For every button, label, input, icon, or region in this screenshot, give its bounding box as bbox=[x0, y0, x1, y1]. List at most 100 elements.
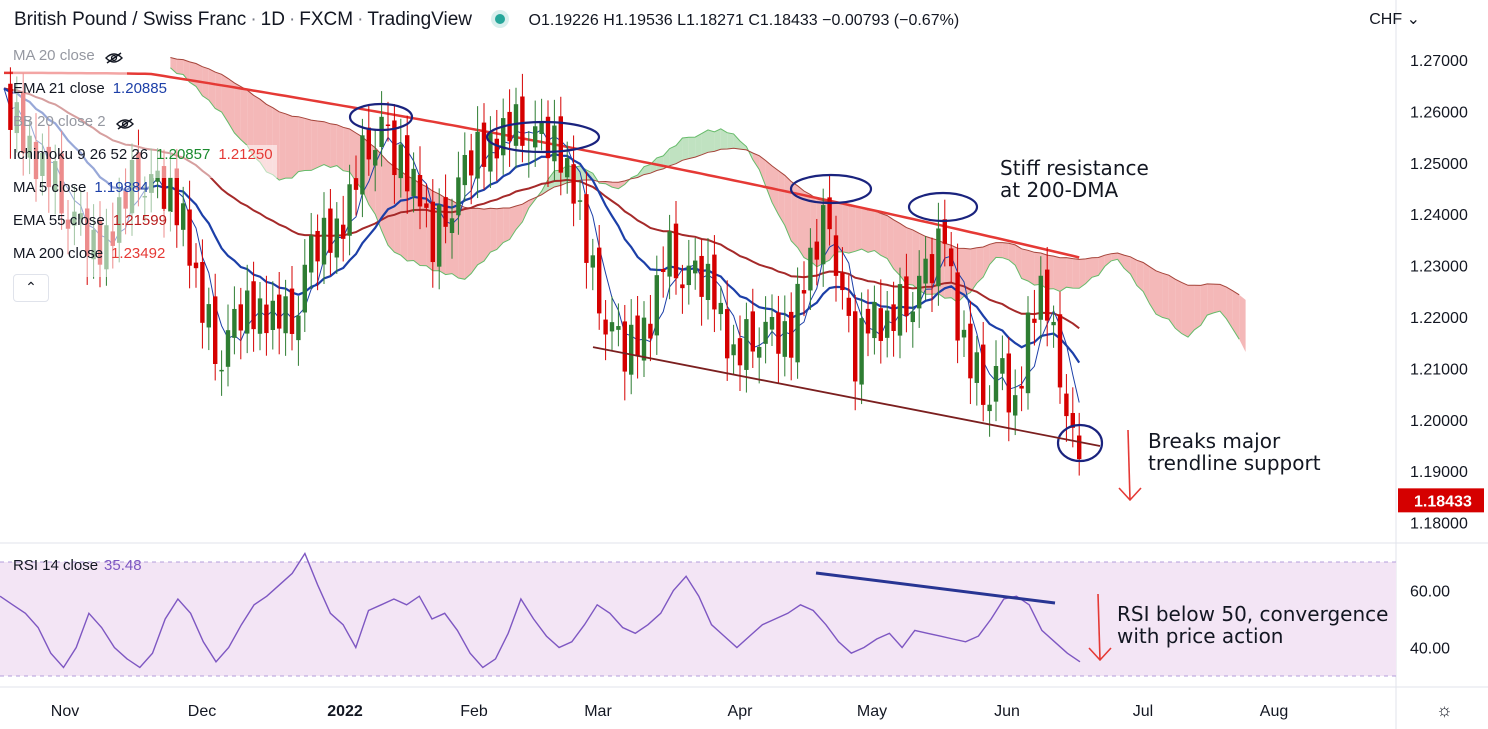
candle-body bbox=[654, 275, 659, 336]
eye-hidden-icon[interactable] bbox=[115, 116, 134, 130]
cloud-segment bbox=[279, 111, 286, 181]
candle-body bbox=[501, 118, 506, 156]
candle-body bbox=[513, 104, 519, 146]
candle-body bbox=[949, 248, 954, 267]
interval-label[interactable]: 1D bbox=[260, 9, 285, 30]
price-tick-label: 1.21000 bbox=[1410, 361, 1468, 378]
candle-body bbox=[494, 138, 499, 159]
cloud-segment bbox=[1207, 283, 1214, 316]
candle-body bbox=[341, 224, 346, 239]
candle-body bbox=[833, 235, 839, 276]
last-price-label: 1.18433 bbox=[1414, 493, 1472, 510]
cloud-segment bbox=[1111, 252, 1118, 261]
candle-body bbox=[910, 311, 915, 323]
high-value: H1.19536 bbox=[603, 12, 673, 29]
highlight-ellipse bbox=[485, 120, 601, 154]
rsi-tick-label: 60.00 bbox=[1410, 584, 1450, 601]
legend-row[interactable]: EMA 55 close 1.21599 bbox=[13, 211, 171, 244]
candle-body bbox=[769, 317, 775, 330]
candle-body bbox=[469, 150, 474, 176]
candle-body bbox=[731, 344, 736, 356]
legend-label: EMA 21 close bbox=[13, 80, 105, 97]
cloud-segment bbox=[1066, 257, 1073, 289]
cloud-segment bbox=[797, 185, 804, 258]
time-tick-label: 2022 bbox=[327, 703, 363, 720]
legend-row[interactable]: EMA 21 close 1.20885 bbox=[13, 79, 171, 112]
candle-body bbox=[264, 304, 269, 334]
candle-body bbox=[251, 281, 256, 330]
cloud-segment bbox=[554, 170, 561, 188]
rsi-label[interactable]: RSI 14 close bbox=[13, 557, 99, 574]
time-axis[interactable]: Nov Dec 2022 Feb Mar Apr May Jun Jul Aug bbox=[51, 703, 1288, 720]
cloud-segment bbox=[1002, 242, 1009, 260]
legend-row[interactable]: Ichimoku 9 26 52 26 1.20857 1.21250 bbox=[13, 145, 277, 178]
candle-body bbox=[385, 124, 391, 127]
candle-body bbox=[1045, 269, 1050, 321]
cloud-segment bbox=[311, 120, 318, 171]
rsi-tick-label: 40.00 bbox=[1410, 641, 1450, 658]
cloud-segment bbox=[893, 219, 900, 276]
trendline-note-line2: trendline support bbox=[1148, 451, 1321, 475]
candle-body bbox=[1032, 318, 1037, 323]
candle-body bbox=[878, 308, 883, 341]
cloud-segment bbox=[400, 171, 408, 261]
time-tick-label: May bbox=[857, 703, 887, 720]
symbol-name[interactable]: British Pound / Swiss Franc bbox=[14, 9, 247, 30]
candle-body bbox=[699, 255, 704, 297]
cloud-segment bbox=[996, 242, 1003, 258]
candle-body bbox=[1077, 435, 1082, 460]
legend-value: 1.23492 bbox=[111, 245, 166, 262]
cloud-segment bbox=[1194, 285, 1201, 330]
candle-body bbox=[763, 321, 768, 344]
cloud-segment bbox=[1104, 253, 1112, 267]
market-status-icon[interactable] bbox=[495, 13, 506, 24]
candle-body bbox=[904, 276, 909, 316]
cloud-span-a bbox=[170, 67, 1240, 340]
cloud-segment bbox=[228, 78, 235, 133]
candle-body bbox=[430, 201, 435, 263]
candle-body bbox=[181, 203, 186, 230]
candle-body bbox=[309, 235, 314, 273]
candle-body bbox=[206, 304, 211, 328]
price-tick-label: 1.20000 bbox=[1410, 413, 1468, 430]
cloud-segment bbox=[170, 57, 177, 74]
price-tick-label: 1.24000 bbox=[1410, 207, 1468, 224]
candle-body bbox=[635, 315, 640, 356]
cloud-segment bbox=[1008, 243, 1016, 266]
cloud-segment bbox=[215, 72, 222, 112]
candle-body bbox=[1025, 312, 1031, 394]
candle-body bbox=[552, 125, 557, 162]
candle-body bbox=[974, 352, 979, 383]
candle-body bbox=[405, 135, 410, 192]
candle-body bbox=[1013, 395, 1018, 416]
open-value: O1.19226 bbox=[528, 12, 599, 29]
down-arrow-rsi-head bbox=[1088, 647, 1112, 662]
candle-body bbox=[968, 323, 973, 379]
rsi-note: RSI below 50, convergence with price act… bbox=[1117, 603, 1388, 647]
settings-gear-icon[interactable]: ☼ bbox=[1436, 700, 1453, 720]
legend-row[interactable]: BB 20 close 2 bbox=[13, 112, 138, 145]
legend-row[interactable]: MA 5 close 1.19884 bbox=[13, 178, 153, 211]
rsi-legend: RSI 14 close 35.48 bbox=[13, 557, 142, 574]
legend-row[interactable]: MA 200 close 1.23492 bbox=[13, 244, 170, 277]
legend-value: 1.21599 bbox=[112, 212, 167, 229]
currency-selector[interactable]: CHF ⌄ bbox=[1369, 9, 1420, 29]
collapse-legend-button[interactable]: ⌃ bbox=[13, 274, 49, 302]
legend-row[interactable]: MA 20 close bbox=[13, 46, 127, 79]
cloud-segment bbox=[868, 209, 875, 253]
candle-body bbox=[1006, 353, 1011, 413]
cloud-segment bbox=[343, 127, 350, 172]
candle-body bbox=[942, 219, 947, 244]
candle-body bbox=[379, 116, 384, 147]
candle-body bbox=[193, 262, 199, 269]
cloud-segment bbox=[196, 63, 203, 96]
eye-hidden-icon[interactable] bbox=[104, 50, 123, 64]
candle-body bbox=[744, 319, 749, 370]
cloud-segment bbox=[778, 170, 785, 226]
cloud-segment bbox=[1162, 273, 1169, 320]
cloud-segment bbox=[1226, 287, 1233, 330]
cloud-segment bbox=[285, 113, 292, 179]
highlight-ellipse bbox=[907, 191, 979, 223]
rsi-note-line1: RSI below 50, convergence bbox=[1117, 602, 1389, 626]
